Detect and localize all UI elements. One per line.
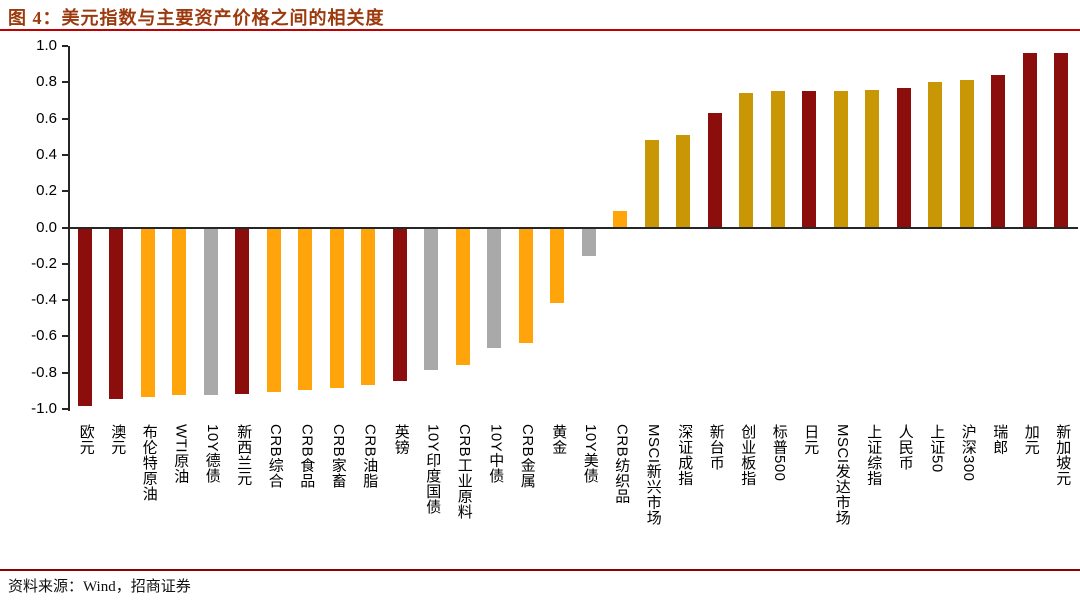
bar-WTI原油 (172, 228, 187, 396)
title-underline-rule (0, 29, 1080, 31)
bar-上证综指 (865, 89, 880, 228)
bar-瑞郎 (991, 75, 1006, 228)
bar-上证50 (928, 82, 943, 228)
bar-CRB食品 (298, 228, 313, 391)
bar-深证成指 (676, 134, 691, 228)
y-axis-tick (62, 226, 68, 229)
y-axis-tick-label: -0.2 (31, 254, 57, 272)
source-note: 资料来源：Wind，招商证券 (8, 579, 191, 595)
x-axis-label-新西兰元: 新西兰元 (235, 424, 253, 486)
x-axis-label-10Y印度国债: 10Y印度国债 (424, 424, 442, 515)
x-axis-label-人民币: 人民币 (896, 424, 914, 471)
bar-10Y美债 (581, 228, 596, 256)
y-axis-tick (62, 117, 68, 120)
x-axis-label-CRB工业原料: CRB工业原料 (455, 424, 473, 520)
x-axis-label-创业板指: 创业板指 (739, 424, 757, 486)
y-axis-tick-label: 0.0 (36, 218, 57, 236)
y-axis-tick (62, 262, 68, 265)
x-axis-label-CRB油脂: CRB油脂 (361, 424, 379, 489)
bar-澳元 (109, 228, 124, 400)
x-axis-label-瑞郎: 瑞郎 (991, 424, 1009, 455)
x-axis-label-CRB金属: CRB金属 (518, 424, 536, 489)
y-axis-tick-label: 1.0 (36, 37, 57, 54)
x-axis-label-新加坡元: 新加坡元 (1054, 424, 1072, 486)
bar-CRB金属 (518, 228, 533, 343)
y-axis-tick (62, 408, 68, 410)
y-axis-tick (62, 45, 68, 47)
bar-日元 (802, 91, 817, 228)
x-axis-label-深证成指: 深证成指 (676, 424, 694, 486)
bar-布伦特原油 (140, 228, 155, 398)
y-axis-tick-label: 0.6 (36, 109, 57, 127)
x-axis-label-CRB综合: CRB综合 (266, 424, 284, 489)
x-axis-label-新台币: 新台币 (707, 424, 725, 471)
y-axis-tick-label: -1.0 (31, 400, 57, 417)
bar-英镑 (392, 228, 407, 381)
footer-rule (0, 569, 1080, 571)
x-axis-label-标普500: 标普500 (770, 424, 788, 482)
x-axis-label-日元: 日元 (802, 424, 820, 455)
y-axis-tick (62, 299, 68, 302)
x-axis-label-布伦特原油: 布伦特原油 (140, 424, 158, 502)
bar-MSCI发达市场 (833, 91, 848, 228)
bar-创业板指 (739, 93, 754, 228)
bar-10Y中债 (487, 228, 502, 349)
x-axis-label-英镑: 英镑 (392, 424, 410, 455)
x-axis-label-10Y德债: 10Y德债 (203, 424, 221, 484)
y-axis-tick (62, 190, 68, 193)
bar-10Y印度国债 (424, 228, 439, 371)
x-axis-label-10Y美债: 10Y美债 (581, 424, 599, 484)
bar-沪深300 (959, 80, 974, 228)
bar-CRB综合 (266, 228, 281, 392)
x-axis-label-加元: 加元 (1022, 424, 1040, 455)
bar-10Y德债 (203, 228, 218, 396)
page-title: 图 4：美元指数与主要资产价格之间的相关度 (8, 8, 385, 28)
y-axis-tick-label: 0.4 (36, 145, 57, 163)
y-axis-tick-label: -0.8 (31, 363, 57, 381)
bar-CRB油脂 (361, 228, 376, 385)
x-axis-label-CRB家畜: CRB家畜 (329, 424, 347, 489)
x-axis-label-CRB食品: CRB食品 (298, 424, 316, 489)
bar-MSCI新兴市场 (644, 140, 659, 228)
x-axis-label-10Y中债: 10Y中债 (487, 424, 505, 484)
y-axis-tick-label: -0.6 (31, 327, 57, 345)
bar-CRB纺织品 (613, 211, 628, 228)
x-axis-label-WTI原油: WTI原油 (172, 424, 190, 484)
x-axis-label-MSCI新兴市场: MSCI新兴市场 (644, 424, 662, 526)
y-axis-tick-label: 0.2 (36, 182, 57, 200)
bar-加元 (1022, 53, 1037, 228)
x-axis-label-MSCI发达市场: MSCI发达市场 (833, 424, 851, 526)
y-axis-tick-label: 0.8 (36, 73, 57, 91)
bar-黄金 (550, 228, 565, 303)
y-axis-tick (62, 153, 68, 156)
y-axis-line (68, 46, 70, 411)
x-axis-label-沪深300: 沪深300 (959, 424, 977, 482)
bar-欧元 (77, 228, 92, 407)
x-axis-label-欧元: 欧元 (77, 424, 95, 455)
zero-baseline (68, 226, 1078, 229)
y-axis-tick (62, 371, 68, 374)
bar-人民币 (896, 87, 911, 228)
x-axis-label-澳元: 澳元 (109, 424, 127, 455)
bar-新台币 (707, 113, 722, 228)
x-axis-label-CRB纺织品: CRB纺织品 (613, 424, 631, 504)
bar-标普500 (770, 91, 785, 228)
bar-CRB家畜 (329, 228, 344, 389)
x-axis-label-黄金: 黄金 (550, 424, 568, 455)
y-axis-tick-label: -0.4 (31, 291, 57, 309)
bar-新加坡元 (1054, 53, 1069, 228)
y-axis-tick (62, 81, 68, 84)
x-axis-label-上证综指: 上证综指 (865, 424, 883, 486)
x-axis-label-上证50: 上证50 (928, 424, 946, 473)
bar-CRB工业原料 (455, 228, 470, 365)
bar-新西兰元 (235, 228, 250, 394)
y-axis-tick (62, 335, 68, 338)
